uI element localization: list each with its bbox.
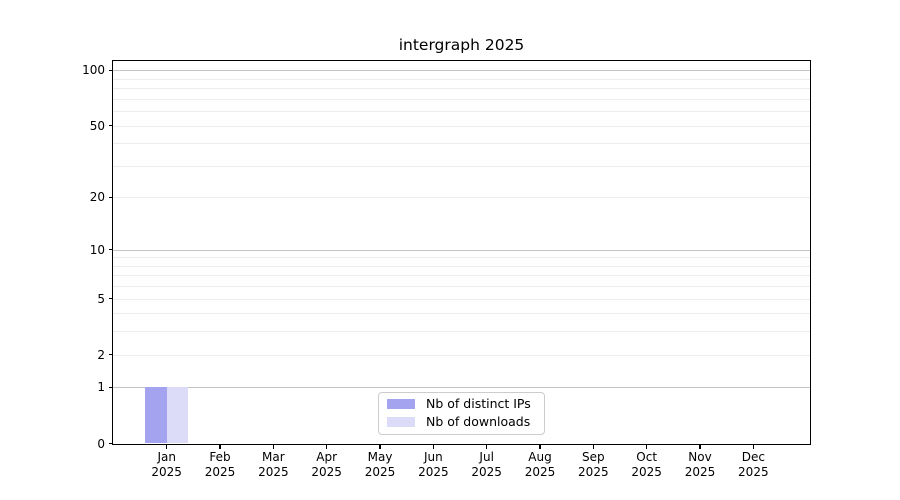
x-tick-label: Jul 2025: [471, 449, 502, 480]
legend: Nb of distinct IPs Nb of downloads: [378, 391, 545, 435]
x-tick-label: Feb 2025: [204, 449, 236, 480]
y-tick-mark: [109, 442, 113, 445]
minor-gridline: [113, 354, 810, 356]
x-tick-mark: [272, 444, 274, 449]
legend-row: Nb of distinct IPs: [387, 396, 536, 412]
x-tick-mark: [699, 444, 701, 449]
x-tick-label: Aug 2025: [524, 449, 556, 480]
minor-gridline: [113, 125, 810, 127]
legend-label: Nb of downloads: [426, 413, 531, 429]
x-tick-mark: [219, 444, 221, 449]
y-tick-label: 100: [82, 63, 105, 78]
minor-gridline: [113, 286, 810, 288]
x-tick-label: Jun 2025: [418, 449, 449, 480]
minor-gridline: [113, 143, 810, 145]
minor-gridline: [113, 257, 810, 259]
legend-swatch-distinct-ips: [387, 399, 415, 410]
y-tick-mark: [109, 248, 113, 251]
x-tick-mark: [539, 444, 541, 449]
x-tick-mark: [592, 444, 594, 449]
x-tick-label: Mar 2025: [258, 449, 289, 480]
chart-title: intergraph 2025: [398, 36, 525, 54]
x-tick-mark: [166, 444, 168, 449]
minor-gridline: [113, 298, 810, 300]
x-tick-label: Apr 2025: [311, 449, 342, 480]
x-tick-label: May 2025: [364, 449, 396, 480]
legend-label: Nb of distinct IPs: [426, 396, 531, 412]
y-tick-mark: [109, 386, 113, 389]
minor-gridline: [113, 331, 810, 333]
major-gridline: [113, 249, 810, 251]
x-tick-label: Jan 2025: [151, 449, 182, 480]
x-tick-label: Sep 2025: [578, 449, 609, 480]
x-tick-mark: [646, 444, 648, 449]
legend-swatch-downloads: [387, 416, 415, 427]
x-tick-mark: [379, 444, 381, 449]
minor-gridline: [113, 88, 810, 90]
minor-gridline: [113, 111, 810, 113]
y-tick-mark: [109, 354, 113, 356]
minor-gridline: [113, 165, 810, 167]
y-tick-mark: [109, 196, 113, 198]
y-tick-mark: [109, 124, 113, 127]
minor-gridline: [113, 275, 810, 277]
minor-gridline: [113, 313, 810, 315]
y-tick-label: 5: [97, 291, 105, 306]
legend-row: Nb of downloads: [387, 414, 536, 430]
minor-gridline: [113, 98, 810, 100]
plot-area: Nb of distinct IPs Nb of downloads: [112, 59, 811, 445]
y-tick-label: 10: [89, 242, 105, 257]
y-tick-label: 50: [89, 118, 105, 133]
x-tick-label: Dec 2025: [738, 449, 769, 480]
bar-distinct-ips: [145, 387, 167, 444]
y-tick-label: 0: [97, 436, 105, 451]
x-tick-mark: [486, 444, 488, 449]
y-tick-label: 20: [89, 190, 105, 205]
major-gridline: [113, 387, 810, 389]
y-tick-mark: [109, 69, 113, 71]
x-tick-label: Oct 2025: [631, 449, 662, 480]
x-tick-label: Nov 2025: [684, 449, 716, 480]
x-tick-mark: [326, 444, 328, 449]
x-tick-mark: [432, 444, 434, 449]
minor-gridline: [113, 78, 810, 80]
major-gridline: [113, 70, 810, 72]
y-tick-label: 1: [97, 380, 105, 395]
bar-downloads: [166, 387, 188, 444]
minor-gridline: [113, 265, 810, 267]
minor-gridline: [113, 197, 810, 199]
y-tick-label: 2: [97, 347, 105, 362]
y-tick-mark: [109, 298, 113, 300]
x-tick-mark: [752, 444, 754, 449]
